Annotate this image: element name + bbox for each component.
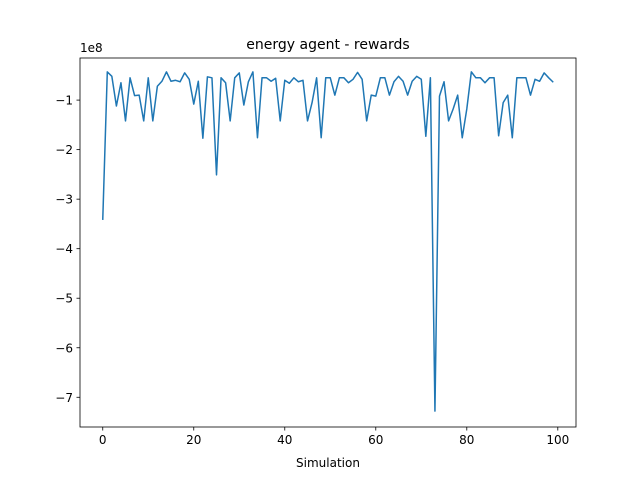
y-tick-label: −2 [55,143,73,157]
y-tick-label: −1 [55,94,73,108]
y-tick-label: −7 [55,391,73,405]
series-line-0 [102,71,554,412]
y-tick-label: −3 [55,193,73,207]
chart-title: energy agent - rewards [246,37,409,53]
y-axis: −1 −2 −3 −4 −5 −6 −7 [55,94,80,405]
x-axis: 0 20 40 60 80 100 [99,427,569,447]
x-tick-label: 100 [546,433,569,447]
x-axis-label: Simulation [296,456,360,470]
y-tick-label: −6 [55,341,73,355]
plot-area [102,71,554,412]
x-tick-label: 80 [459,433,474,447]
y-tick-label: −5 [55,292,73,306]
x-tick-label: 60 [368,433,383,447]
y-tick-label: −4 [55,242,73,256]
x-tick-label: 40 [277,433,292,447]
x-tick-label: 20 [186,433,201,447]
axes-frame [79,57,577,428]
y-offset-label: 1e8 [80,41,103,55]
x-tick-label: 0 [99,433,107,447]
